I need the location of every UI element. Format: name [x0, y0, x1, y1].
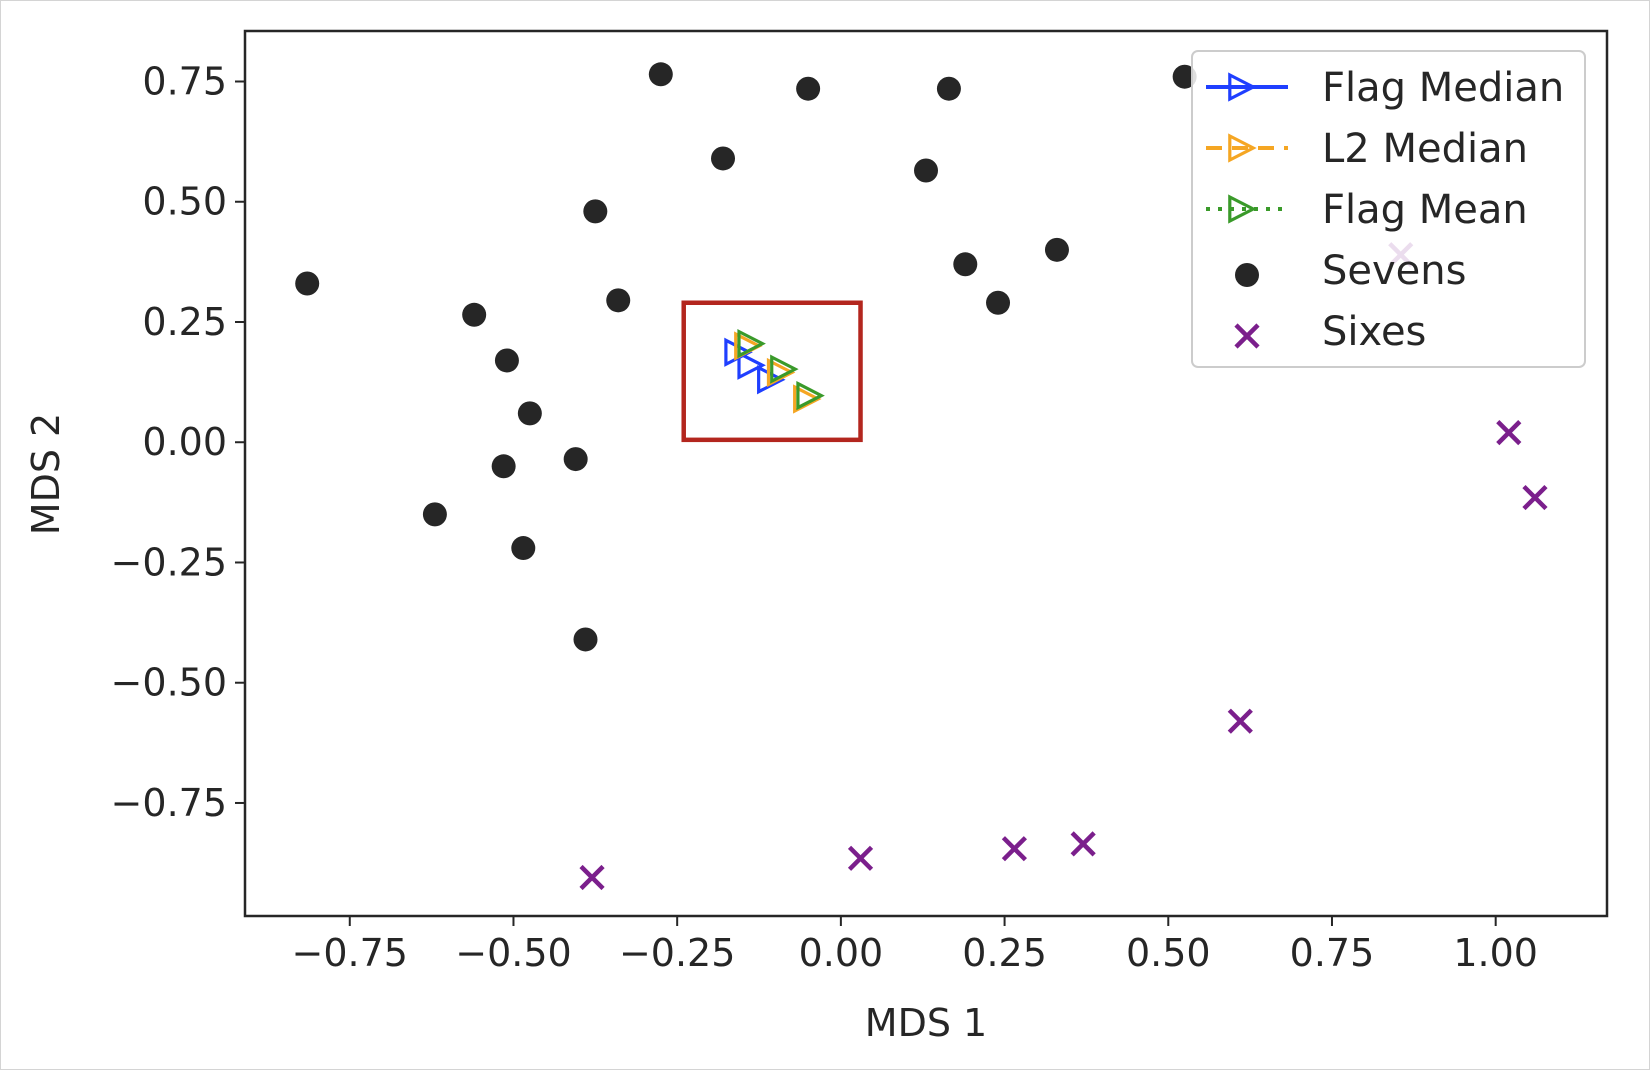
data-point: [606, 288, 631, 313]
x-axis-ticks: −0.75 −0.50 −0.25 0.00 0.25 0.50 0.75 1.00: [292, 916, 1538, 975]
legend-label: Sixes: [1322, 309, 1426, 355]
legend-entry: Flag Median: [1206, 65, 1564, 111]
legend-entry: Sixes: [1234, 309, 1426, 355]
legend-label: Flag Mean: [1322, 187, 1528, 233]
legend-marker: [1228, 133, 1257, 163]
y-axis-ticks: 0.75 0.50 0.25 0.00 −0.25 −0.50 −0.75: [111, 60, 245, 825]
x-tick-label: −0.25: [619, 931, 735, 975]
x-tick-label: −0.75: [292, 931, 408, 975]
data-point: [511, 536, 536, 561]
data-point: [914, 158, 938, 183]
x-marker-stroke: [847, 845, 874, 871]
legend-label: Sevens: [1322, 248, 1466, 294]
y-tick-label: 0.25: [142, 300, 227, 344]
data-point: [583, 199, 608, 224]
x-marker-stroke: [1522, 484, 1548, 511]
x-marker-stroke: [1496, 420, 1522, 446]
x-tick-label: 0.50: [1126, 931, 1211, 975]
legend-entry: Flag Mean: [1206, 187, 1528, 233]
data-point: [517, 401, 542, 426]
x-marker-stroke: [1234, 323, 1260, 349]
data-point: [563, 447, 588, 472]
x-tick-label: 0.75: [1290, 931, 1375, 975]
data-point: [737, 350, 766, 380]
highlight-box: [681, 300, 863, 443]
data-point: [986, 290, 1011, 315]
legend-marker: [1228, 72, 1257, 102]
legend-marker: [1235, 263, 1259, 287]
data-point: [648, 62, 673, 87]
data-point: [494, 348, 519, 373]
legend-box: [1191, 50, 1586, 368]
data-point: [1044, 237, 1069, 262]
data-point: [462, 302, 487, 327]
series-sevens: [295, 62, 1197, 652]
data-point: [1070, 831, 1096, 857]
y-tick-label: −0.75: [111, 781, 227, 825]
data-point: [295, 271, 320, 296]
y-tick-label: 0.50: [142, 180, 227, 224]
x-marker-stroke: [1227, 708, 1253, 734]
legend-label: Flag Median: [1322, 65, 1564, 111]
data-point: [953, 252, 978, 277]
data-point: [579, 864, 605, 891]
legend-marker: [1228, 194, 1257, 224]
data-point: [737, 329, 766, 359]
data-point: [1001, 836, 1027, 862]
data-point: [1496, 420, 1522, 446]
legend-label: L2 Median: [1322, 126, 1528, 172]
series-layer: [295, 62, 1548, 891]
x-axis-label: MDS 1: [865, 1001, 987, 1045]
x-tick-label: 0.00: [799, 931, 884, 975]
data-point: [491, 454, 516, 479]
data-point: [936, 76, 961, 101]
data-point: [770, 354, 799, 384]
legend-marker: [1234, 323, 1260, 349]
x-marker-stroke: [1001, 836, 1027, 862]
data-point: [573, 627, 598, 652]
y-axis-label: MDS 2: [24, 413, 68, 535]
data-point: [1227, 708, 1253, 734]
x-tick-label: 1.00: [1453, 931, 1538, 975]
annotation-layer: [681, 300, 863, 443]
legend-entry: Sevens: [1235, 248, 1466, 294]
legend: Flag Median L2 Median Flag Mean Sevens Sixes: [1191, 50, 1586, 368]
data-point: [422, 502, 447, 527]
legend-entry: L2 Median: [1206, 126, 1528, 172]
x-tick-label: 0.25: [962, 931, 1047, 975]
data-point: [1522, 484, 1548, 511]
data-point: [796, 76, 821, 101]
y-tick-label: −0.25: [111, 540, 227, 584]
y-tick-label: −0.50: [111, 661, 227, 705]
x-marker-stroke: [579, 864, 605, 891]
data-point: [711, 146, 736, 171]
series-flag-mean: [737, 329, 825, 411]
x-marker-stroke: [1070, 831, 1096, 857]
data-point: [796, 380, 825, 411]
y-tick-label: 0.00: [142, 420, 227, 464]
x-tick-label: −0.50: [455, 931, 571, 975]
data-point: [1172, 64, 1197, 89]
data-point: [847, 845, 874, 871]
y-tick-label: 0.75: [142, 60, 227, 104]
